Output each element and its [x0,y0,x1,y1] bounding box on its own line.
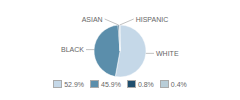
svg-text:ASIAN: ASIAN [82,16,103,23]
html-text:45.9%: 45.9% [101,80,121,88]
html-text:0.8%: 0.8% [137,80,154,88]
svg-text:HISPANIC: HISPANIC [136,16,169,23]
html-text:0.4%: 0.4% [170,80,187,88]
svg-text:WHITE: WHITE [156,50,179,57]
svg-text:BLACK: BLACK [61,46,84,53]
html-text:52.9%: 52.9% [64,80,84,88]
